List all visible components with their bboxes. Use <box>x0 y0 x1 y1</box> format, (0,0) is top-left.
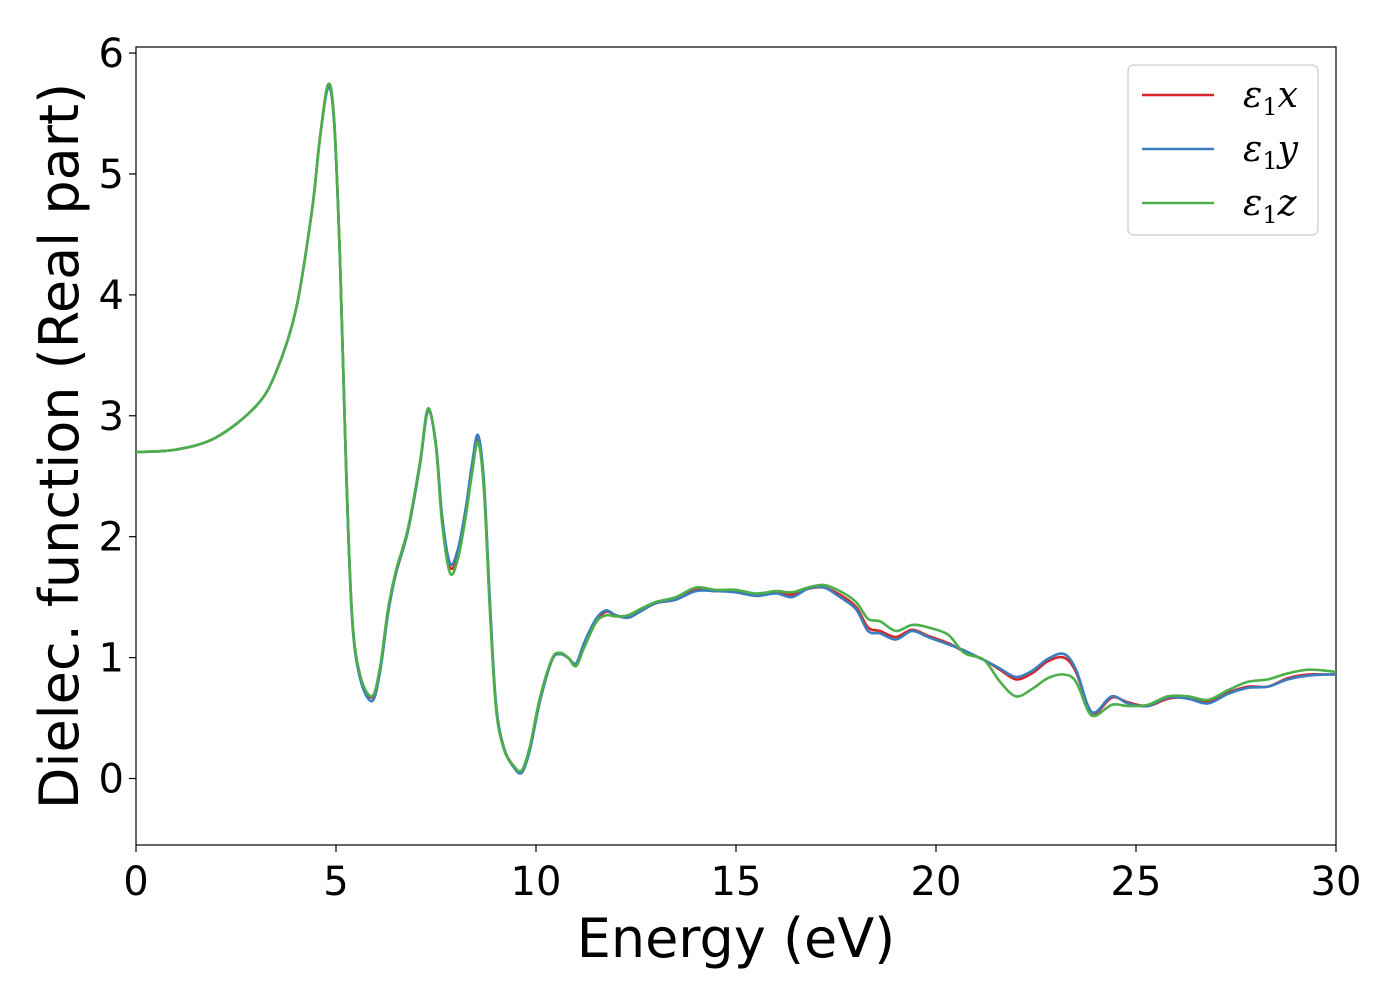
legend-label-base: ε <box>1243 183 1262 224</box>
x-tick-label: 0 <box>123 859 148 905</box>
y-axis: 0 1 2 3 4 5 6 <box>99 31 136 803</box>
series-line-z <box>136 82 1336 773</box>
x-tick-label: 10 <box>511 859 562 905</box>
legend-box <box>1127 64 1319 236</box>
y-tick-label: 4 <box>99 273 124 319</box>
legend-label-var: y <box>1276 129 1299 170</box>
x-tick-label: 20 <box>911 859 962 905</box>
x-tick-label: 30 <box>1311 859 1362 905</box>
legend-label-var: x <box>1278 75 1298 116</box>
y-tick-label: 1 <box>99 636 124 682</box>
y-tick-label: 6 <box>99 31 124 77</box>
x-tick-label: 15 <box>711 859 762 905</box>
x-axis-label: Energy (eV) <box>577 907 896 970</box>
y-tick-label: 5 <box>99 152 124 198</box>
legend-label: ε1y <box>1243 129 1299 175</box>
x-tick-label: 5 <box>323 859 348 905</box>
y-axis-label: Dielec. function (Real part) <box>28 83 91 809</box>
y-tick-label: 0 <box>99 757 124 803</box>
legend-label-base: ε <box>1243 75 1262 116</box>
y-tick-label: 3 <box>99 394 124 440</box>
y-tick-label: 2 <box>99 515 124 561</box>
series-layer <box>136 82 1336 775</box>
legend-label-base: ε <box>1243 129 1262 170</box>
x-axis: 0 5 10 15 20 25 30 <box>123 845 1361 905</box>
legend-label-var: z <box>1277 183 1298 224</box>
x-tick-label: 25 <box>1111 859 1162 905</box>
legend-label-sub: 1 <box>1262 147 1277 175</box>
legend-label-sub: 1 <box>1262 201 1277 229</box>
legend-label: ε1z <box>1243 183 1298 229</box>
legend-label-sub: 1 <box>1262 93 1277 121</box>
legend-label: ε1x <box>1243 75 1298 121</box>
